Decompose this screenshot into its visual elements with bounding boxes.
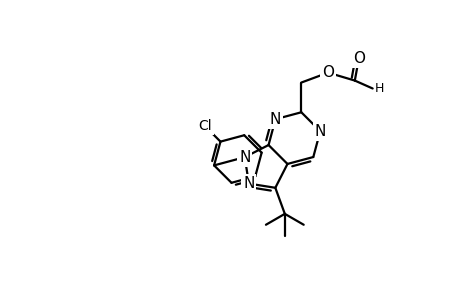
- Text: H: H: [374, 82, 383, 95]
- Text: N: N: [269, 112, 280, 127]
- Text: N: N: [314, 124, 325, 139]
- Text: N: N: [243, 176, 254, 191]
- Text: O: O: [352, 51, 364, 66]
- Text: O: O: [321, 65, 333, 80]
- Text: N: N: [239, 150, 250, 165]
- Text: Cl: Cl: [198, 119, 212, 133]
